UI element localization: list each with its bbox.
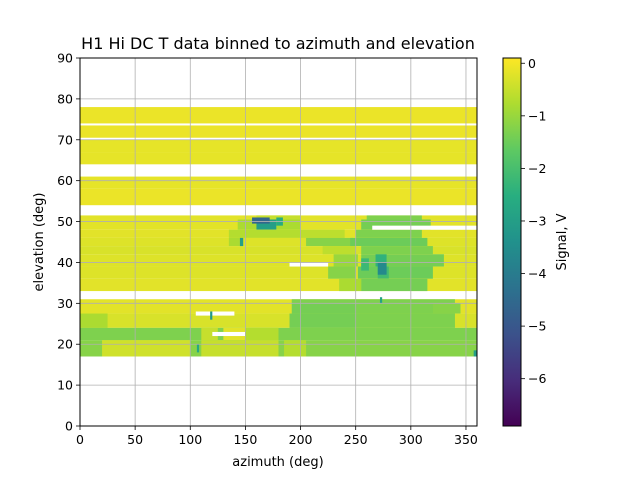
y-axis-label: elevation (deg) (32, 193, 47, 292)
x-tick-label: 250 (344, 432, 368, 447)
heatmap-outlier-cell (377, 262, 387, 275)
heatmap-gap (372, 225, 477, 230)
heatmap-cell (361, 254, 444, 267)
y-tick-label: 70 (57, 132, 73, 147)
y-tick-label: 80 (57, 91, 73, 106)
heatmap-cell (245, 327, 279, 341)
colorbar-ticks: 0 −1 −2 −3 −4 −5 −6 (521, 56, 546, 386)
colorbar-tick-label: −4 (528, 266, 546, 281)
heatmap-band (80, 152, 477, 165)
heatmap-cell (300, 229, 345, 238)
heatmap-cell (361, 246, 433, 255)
heatmap-band (80, 125, 477, 138)
heatmap-gap (212, 331, 246, 337)
heatmap-cell (80, 313, 108, 328)
x-axis-label: azimuth (deg) (232, 455, 323, 470)
heatmap-cell (201, 327, 218, 341)
heatmap-cell (256, 219, 277, 230)
y-tick-label: 30 (57, 296, 73, 311)
heatmap-cell (228, 237, 240, 247)
y-tick-label: 90 (57, 51, 73, 66)
heatmap-cell (361, 219, 431, 230)
heatmap-outlier-cell (239, 237, 244, 247)
heatmap-cell (201, 340, 279, 357)
heatmap-band (80, 188, 477, 206)
colorbar-label: Signal, V (555, 213, 570, 270)
heatmap-outlier-cell (379, 297, 383, 304)
heatmap-outlier-cell (210, 311, 213, 320)
colorbar-tick-label: −3 (528, 213, 546, 228)
y-tick-label: 50 (57, 214, 73, 229)
x-axis-ticks: 0 50 100 150 200 250 300 350 (76, 426, 478, 447)
heatmap-cell (350, 237, 428, 247)
y-tick-label: 40 (57, 255, 73, 270)
heatmap-band (80, 246, 477, 255)
heatmap-gap (195, 311, 235, 316)
colorbar-gradient (502, 57, 522, 427)
y-axis-ticks: 0 10 20 30 40 50 60 70 80 90 (57, 51, 80, 434)
heatmap-band (80, 107, 477, 124)
heatmap-band (80, 299, 477, 304)
heatmap-cell (432, 303, 461, 314)
y-tick-label: 10 (57, 378, 73, 393)
heatmap-outlier-cell (196, 344, 200, 353)
colorbar-tick-label: −1 (528, 108, 546, 123)
heatmap-band (80, 237, 477, 247)
heatmap-band (80, 139, 477, 153)
colorbar-tick-label: −6 (528, 371, 546, 386)
heatmap-cell (306, 237, 354, 247)
heatmap-gap (289, 262, 329, 267)
heatmap-cell (228, 229, 301, 238)
heatmap-cell (375, 254, 387, 267)
heatmap-cell (289, 313, 356, 328)
x-tick-label: 100 (178, 432, 202, 447)
plot-area (79, 57, 478, 427)
heatmap-cell (355, 313, 455, 328)
colorbar-tick-label: −2 (528, 161, 546, 176)
x-tick-label: 50 (127, 432, 143, 447)
x-tick-label: 350 (454, 432, 478, 447)
heatmap-cell (355, 303, 461, 314)
heatmap-cell (333, 254, 358, 267)
heatmap-band (80, 303, 477, 314)
heatmap-cell (291, 299, 455, 304)
heatmap-outlier-cell (252, 217, 270, 224)
heatmap-cell (284, 340, 307, 357)
heatmap-cell (328, 266, 356, 279)
y-tick-label: 20 (57, 337, 73, 352)
heatmap-outlier-cell (361, 258, 369, 271)
heatmap-cell (291, 303, 356, 314)
heatmap-cells (80, 107, 477, 357)
plot-frame (79, 57, 478, 427)
colorbar: 0 −1 −2 −3 −4 −5 −6 Signal, V (502, 56, 570, 427)
heatmap-cell (339, 278, 362, 292)
heatmap-cell (322, 246, 356, 255)
heatmap-band (80, 176, 477, 189)
heatmap-cell (355, 229, 422, 238)
heatmap-cell (361, 278, 428, 292)
chart-title: H1 Hi DC T data binned to azimuth and el… (81, 34, 475, 53)
heatmap-outlier-cell (473, 350, 477, 357)
x-tick-label: 0 (76, 432, 84, 447)
x-tick-label: 200 (289, 432, 313, 447)
heatmap-cell (357, 266, 433, 279)
heatmap-cell (366, 215, 422, 220)
x-tick-label: 150 (233, 432, 257, 447)
x-tick-label: 300 (399, 432, 423, 447)
heatmap-cell (102, 340, 191, 357)
colorbar-tick-label: −5 (528, 319, 546, 334)
y-tick-label: 0 (65, 419, 73, 434)
y-tick-label: 60 (57, 173, 73, 188)
colorbar-tick-label: 0 (528, 56, 536, 71)
